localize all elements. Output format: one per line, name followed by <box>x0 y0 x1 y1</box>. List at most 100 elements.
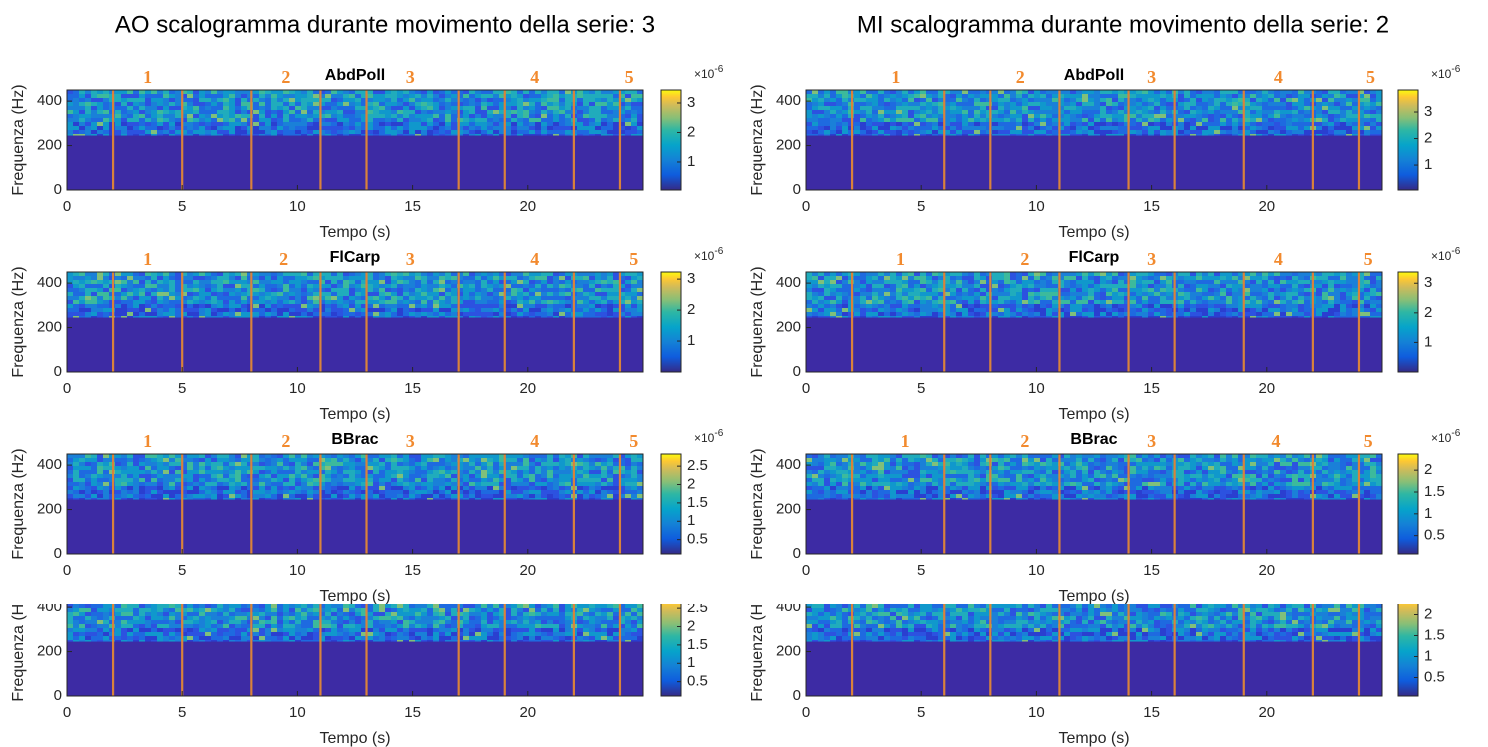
heatmap-cell <box>469 490 475 494</box>
heatmap-cell <box>325 118 331 122</box>
heatmap-cell <box>79 272 85 276</box>
heatmap-cell <box>121 628 127 632</box>
heatmap-cell <box>265 316 271 318</box>
heatmap-cell <box>307 300 313 304</box>
heatmap-cell <box>337 632 343 636</box>
heatmap-cell <box>133 612 139 616</box>
heatmap-cell <box>511 126 517 130</box>
heatmap-cell <box>535 462 541 466</box>
heatmap-cell <box>974 94 980 98</box>
heatmap-cell <box>487 628 493 632</box>
heatmap-cell <box>451 612 457 616</box>
heatmap-cell <box>481 458 487 462</box>
heatmap-cell <box>169 126 175 130</box>
heatmap-cell <box>613 478 619 482</box>
heatmap-cell <box>511 470 517 474</box>
heatmap-cell <box>367 304 373 308</box>
heatmap-cell <box>85 114 91 118</box>
heatmap-cell <box>427 102 433 106</box>
heatmap-cell <box>193 276 199 280</box>
heatmap-cell <box>607 470 613 474</box>
heatmap-cell <box>595 624 601 628</box>
heatmap-cell <box>637 122 643 126</box>
heatmap-cell <box>223 454 229 458</box>
heatmap-cell <box>343 272 349 276</box>
heatmap-cell <box>301 284 307 288</box>
heatmap-cell <box>595 296 601 300</box>
heatmap-cell <box>73 462 79 466</box>
heatmap-cell <box>295 596 301 600</box>
heatmap-cell <box>139 296 145 300</box>
heatmap-cell <box>253 280 259 284</box>
heatmap-cell <box>367 106 373 110</box>
heatmap-cell <box>1202 90 1208 94</box>
heatmap-cell <box>139 624 145 628</box>
heatmap-cell <box>145 276 151 280</box>
heatmap-cell <box>493 98 499 102</box>
heatmap-cell <box>601 316 607 318</box>
heatmap-cell <box>127 296 133 300</box>
heatmap-cell <box>505 296 511 300</box>
heatmap-cell <box>79 296 85 300</box>
heatmap-cell <box>295 612 301 616</box>
heatmap-cell <box>607 94 613 98</box>
heatmap-cell <box>343 292 349 296</box>
heatmap-cell <box>313 600 319 604</box>
heatmap-cell <box>625 312 631 316</box>
heatmap-cell <box>79 498 85 500</box>
heatmap-cell <box>547 640 553 642</box>
heatmap-cell <box>343 454 349 458</box>
heatmap-cell <box>427 126 433 130</box>
heatmap-cell <box>313 608 319 612</box>
heatmap-cell <box>547 316 553 318</box>
heatmap-cell <box>211 482 217 486</box>
heatmap-cell <box>421 308 427 312</box>
heatmap-cell <box>475 288 481 292</box>
heatmap-cell <box>433 482 439 486</box>
heatmap-cell <box>385 620 391 624</box>
heatmap-cell <box>151 126 157 130</box>
heatmap-cell <box>265 288 271 292</box>
heatmap-cell <box>487 102 493 106</box>
heatmap-cell <box>379 616 385 620</box>
heatmap-cell <box>169 276 175 280</box>
heatmap-cell <box>325 462 331 466</box>
heatmap-cell <box>427 114 433 118</box>
heatmap-cell <box>265 280 271 284</box>
heatmap-cell <box>313 110 319 114</box>
heatmap-cell <box>505 466 511 470</box>
heatmap-cell <box>325 628 331 632</box>
heatmap-cell <box>505 490 511 494</box>
heatmap-cell <box>193 596 199 600</box>
heatmap-cell <box>85 470 91 474</box>
heatmap-cell <box>547 624 553 628</box>
heatmap-cell <box>1274 90 1280 94</box>
heatmap-cell <box>517 604 523 608</box>
heatmap-cell <box>1364 90 1370 94</box>
heatmap-cell <box>637 102 643 106</box>
heatmap-cell <box>205 454 211 458</box>
heatmap-cell <box>157 300 163 304</box>
heatmap-cell <box>139 110 145 114</box>
heatmap-cell <box>187 122 193 126</box>
heatmap-cell <box>349 308 355 312</box>
heatmap-cell <box>151 296 157 300</box>
heatmap-cell <box>79 118 85 122</box>
heatmap-cell <box>307 102 313 106</box>
heatmap-cell <box>583 110 589 114</box>
heatmap-cell <box>367 612 373 616</box>
heatmap-cell <box>397 126 403 130</box>
heatmap-cell <box>97 276 103 280</box>
heatmap-cell <box>187 126 193 130</box>
heatmap-cell <box>547 122 553 126</box>
heatmap-cell <box>445 94 451 98</box>
heatmap-cell <box>391 604 397 608</box>
heatmap-cell <box>115 494 121 498</box>
heatmap-cell <box>175 600 181 604</box>
heatmap-cell <box>637 94 643 98</box>
heatmap-cell <box>163 616 169 620</box>
event-number: 3 <box>406 67 415 87</box>
heatmap-cell <box>463 110 469 114</box>
heatmap-cell <box>529 90 535 94</box>
heatmap-cell <box>205 470 211 474</box>
